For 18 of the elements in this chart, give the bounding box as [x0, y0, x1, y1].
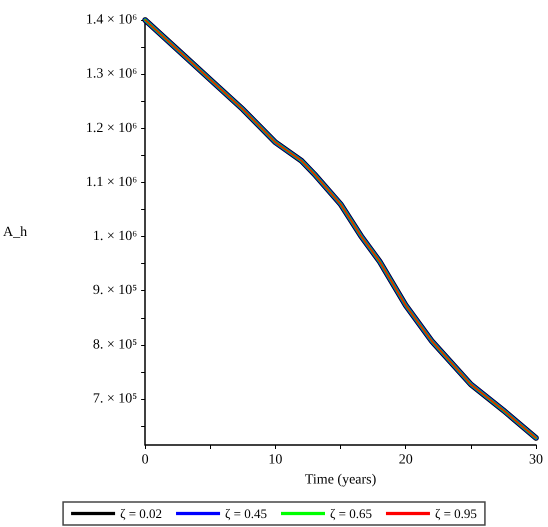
y-tick-label: 1. × 10⁶ — [92, 229, 138, 244]
legend-label: ζ = 0.95 — [434, 506, 477, 521]
y-tick-label: 8. × 10⁵ — [92, 337, 138, 352]
y-tick-label: 9. × 10⁵ — [92, 283, 138, 298]
legend-label: ζ = 0.65 — [330, 506, 372, 521]
y-tick-label: 1.4 × 10⁶ — [86, 12, 138, 28]
x-tick-label: 30 — [529, 452, 543, 468]
x-tick-label: 0 — [142, 452, 149, 468]
y-tick-label: 1.3 × 10⁶ — [86, 66, 138, 82]
legend-label: ζ = 0.02 — [120, 506, 162, 521]
y-tick-label: 7. × 10⁵ — [92, 391, 138, 406]
x-axis-title: Time (years) — [304, 472, 377, 488]
legend-label: ζ = 0.45 — [225, 506, 268, 521]
y-tick-label: 1.1 × 10⁶ — [86, 174, 138, 190]
x-tick-label: 20 — [398, 452, 413, 468]
y-tick-label: 1.2 × 10⁶ — [86, 120, 138, 136]
y-axis-title: A_h — [2, 225, 28, 240]
x-tick-label: 10 — [268, 452, 282, 468]
